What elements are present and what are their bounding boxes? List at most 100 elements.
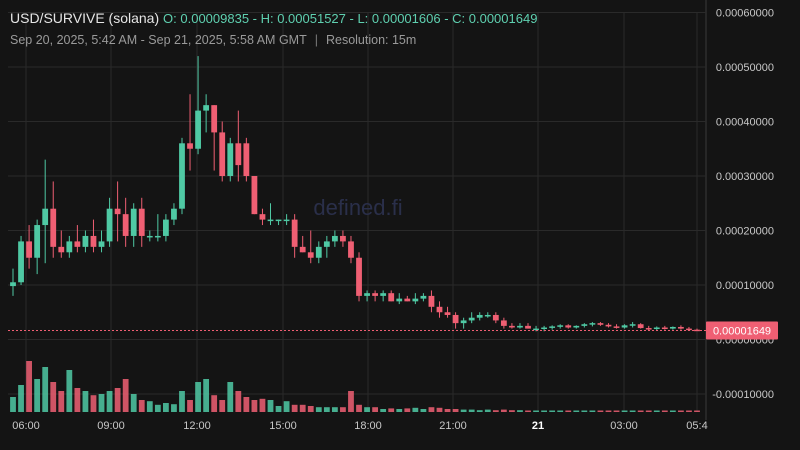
volume-bar [251, 400, 258, 412]
volume-bar [18, 385, 24, 412]
last-price-tag-bg [706, 321, 778, 340]
volume-bar [154, 404, 161, 412]
y-tick-label: 0.00030000 [716, 171, 774, 183]
volume-bar [34, 379, 41, 412]
candle-body [589, 323, 596, 325]
volume-bar [340, 407, 346, 412]
volume-bar [589, 410, 596, 412]
volume-bar [42, 367, 49, 412]
volume-bar [420, 409, 427, 412]
volume-bar [637, 410, 644, 412]
volume-bar [348, 391, 354, 412]
volume-bar [98, 394, 105, 412]
volume-bar [179, 391, 185, 412]
candle-body [42, 208, 49, 226]
volume-bar [645, 410, 652, 412]
last-price-tag: 0.00001649 [706, 321, 778, 340]
volume-bar [227, 382, 234, 412]
volume-bar [517, 410, 523, 412]
candle-body [565, 325, 572, 328]
candle-body [34, 225, 41, 258]
candle-body [171, 208, 177, 220]
x-tick-label: 21 [532, 420, 544, 432]
candle-body [243, 143, 250, 176]
candle-body [573, 325, 580, 328]
volume-bar [557, 410, 564, 412]
candle-body [259, 214, 266, 220]
volume-bar [541, 410, 548, 412]
date-range: Sep 20, 2025, 5:42 AM - Sep 21, 2025, 5:… [10, 33, 307, 47]
volume-bar [533, 410, 539, 412]
candle-body [509, 325, 515, 328]
volume-bar [211, 395, 218, 412]
volume-bar [291, 404, 298, 412]
volume-bar [412, 407, 419, 412]
volume-bar [605, 410, 612, 412]
volume-bar [356, 404, 362, 412]
candle-body [162, 219, 169, 236]
candle-body [18, 241, 24, 283]
candle-body [187, 143, 193, 149]
candle-body [549, 326, 556, 328]
volume-bar [621, 410, 628, 412]
volume-bar [678, 410, 684, 412]
symbol-title: USD/SURVIVE (solana) [10, 10, 160, 26]
candle-body [211, 105, 218, 133]
candle-body [267, 219, 274, 222]
candle-body [315, 246, 322, 258]
y-tick-label: 0.00060000 [716, 8, 774, 20]
volume-bar [428, 407, 435, 412]
candle-body [26, 241, 32, 258]
x-tick-label: 09:00 [97, 420, 125, 432]
volume-bar [283, 401, 290, 412]
candle-body [323, 241, 330, 247]
candle-body [678, 326, 684, 329]
candle-body [686, 328, 692, 331]
candle-body [645, 328, 652, 330]
candle-body [195, 110, 201, 149]
x-tick-label: 06:00 [12, 420, 40, 432]
candle-body [372, 293, 379, 296]
volume-bar [187, 400, 193, 412]
volume-bar [549, 410, 556, 412]
y-tick-label: -0.00010000 [712, 389, 774, 401]
title-line: USD/SURVIVE (solana) O: 0.00009835 - H: … [10, 10, 537, 26]
candle-body [557, 325, 564, 327]
x-tick-label: 18:00 [354, 420, 382, 432]
volume-bar [299, 404, 306, 412]
candle-body [420, 295, 427, 299]
volume-bar [653, 410, 660, 412]
subtitle-line: Sep 20, 2025, 5:42 AM - Sep 21, 2025, 5:… [10, 33, 416, 47]
volume-bar [10, 397, 16, 412]
volume-bar [380, 409, 387, 412]
volume-bar [267, 400, 274, 412]
volume-bar [364, 407, 370, 412]
candle-body [98, 241, 105, 247]
candle-body [533, 328, 539, 331]
candle-body [581, 324, 588, 326]
x-tick-label: 15:00 [269, 420, 297, 432]
volume-bars [10, 361, 700, 412]
candle-body [500, 320, 507, 326]
candle-body [597, 323, 604, 325]
candle-body [50, 208, 57, 247]
volume-bar [106, 391, 113, 412]
volume-bar [669, 410, 676, 412]
candle-body [291, 219, 298, 247]
candle-body [653, 327, 660, 330]
volume-bar [476, 410, 483, 412]
volume-bar [581, 410, 588, 412]
candle-body [219, 132, 226, 176]
grid [8, 0, 707, 420]
volume-bar [436, 407, 443, 412]
last-price-tag-label: 0.00001649 [713, 326, 771, 338]
candle-body [235, 143, 242, 166]
volume-bar [58, 391, 65, 412]
volume-bar [396, 409, 403, 412]
volume-bar [460, 409, 467, 412]
volume-bar [50, 382, 57, 412]
volume-bar [509, 410, 515, 412]
candle-body [227, 143, 234, 176]
candle-body [629, 324, 636, 326]
